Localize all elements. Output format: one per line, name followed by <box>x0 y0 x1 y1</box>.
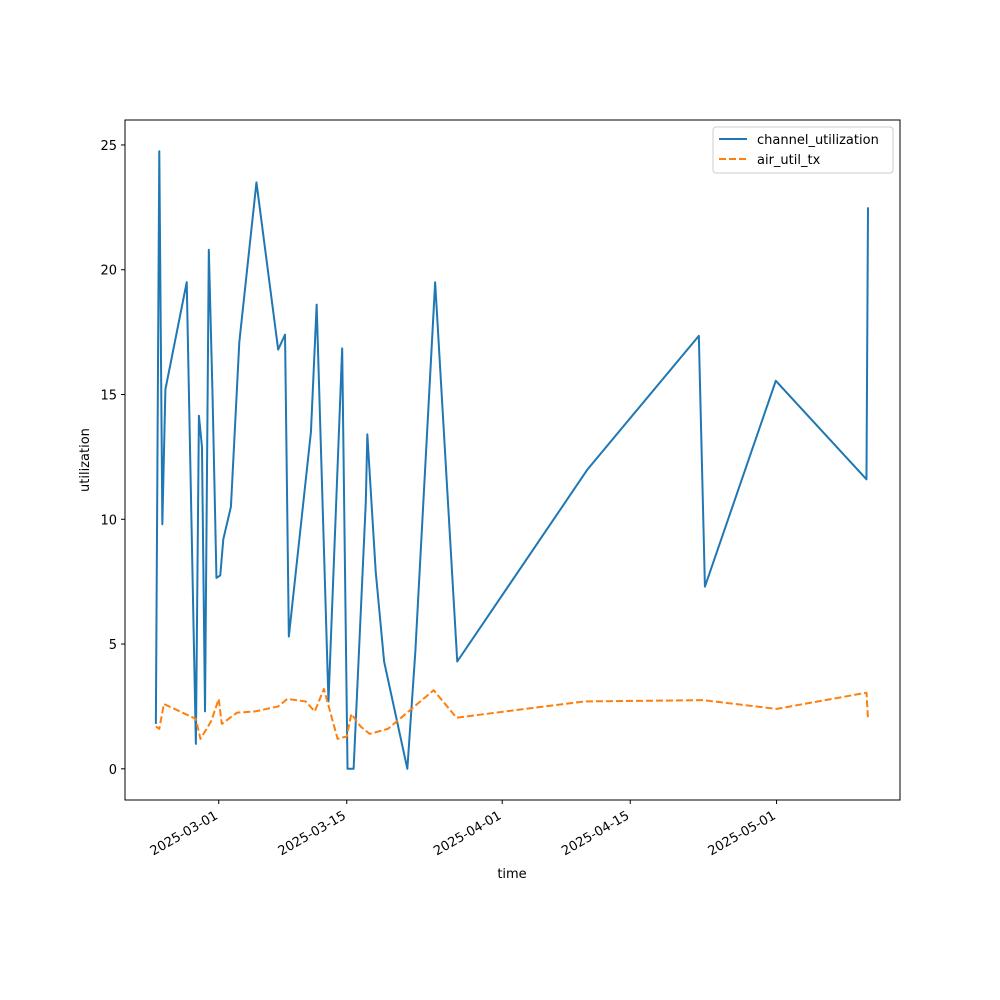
legend-label-channel_utilization: channel_utilization <box>757 133 879 148</box>
y-tick-label: 15 <box>100 388 117 403</box>
series-line-channel_utilization <box>154 150 869 770</box>
y-tick-label: 25 <box>100 139 117 154</box>
x-axis-label: time <box>497 867 526 882</box>
y-tick-label: 0 <box>109 763 117 778</box>
y-tick-label: 5 <box>109 638 117 653</box>
y-axis-label: utilization <box>78 428 93 492</box>
legend-box <box>712 126 894 174</box>
y-axis: 0 5 10 15 20 25 <box>100 139 125 778</box>
y-tick-label: 20 <box>100 264 117 279</box>
legend-label-air_util_tx: air_util_tx <box>757 153 821 168</box>
plot-frame <box>124 119 901 801</box>
y-tick-label: 10 <box>100 513 117 528</box>
legend: channel_utilization air_util_tx <box>712 126 894 174</box>
series-layer <box>154 150 869 770</box>
series-line-air_util_tx <box>155 687 869 740</box>
